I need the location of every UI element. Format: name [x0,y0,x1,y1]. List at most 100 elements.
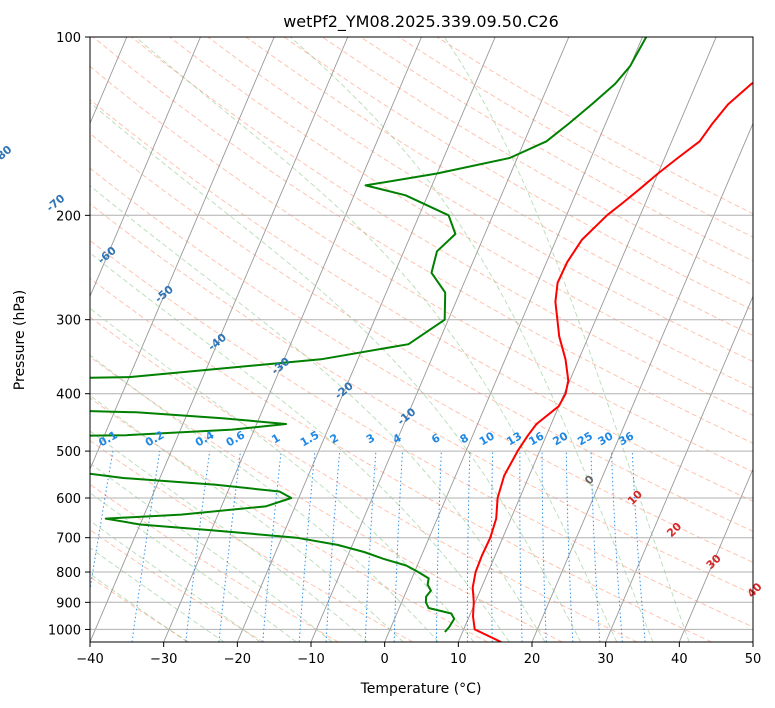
isotherm-line [531,122,753,642]
dry-adiabat-line [90,132,753,532]
isotherm-label: -50 [152,283,176,306]
isotherm-label: -10 [395,405,419,428]
x-tick-label: 20 [524,652,541,667]
moist-adiabat-line [90,520,261,642]
isotherm-line [236,37,496,642]
dry-adiabat-line [360,37,753,262]
mixing-ratio-line [262,451,282,642]
y-tick-label: 1000 [48,623,81,638]
y-tick-label: 600 [56,492,81,507]
moist-adiabat-line [90,185,546,642]
temperature-profile-line [471,81,753,642]
isotherm-line [90,37,201,298]
x-tick-label: −20 [224,652,251,667]
dewpoint-profile-line [90,37,648,633]
moist-adiabat-line [90,573,188,642]
isotherm-line [163,37,422,642]
isotherm-line [752,640,753,642]
mixing-ratio-label: 4 [390,431,403,446]
x-tick-label: −40 [76,652,103,667]
y-tick-label: 300 [56,314,81,329]
dry-adiabat-line [90,356,563,642]
mixing-ratio-line [565,451,574,642]
x-tick-label: 30 [597,652,614,667]
dry-adiabat-line [90,483,339,642]
moist-adiabat-line [444,37,690,642]
x-tick-label: 40 [671,652,688,667]
dry-adiabat-line [90,316,638,642]
y-tick-label: 700 [56,532,81,547]
x-tick-label: −10 [297,652,324,667]
moist-adiabat-line [90,252,510,642]
y-tick-label: 100 [56,31,81,46]
mixing-ratio-label: 1 [269,431,282,446]
y-tick-label: 800 [56,566,81,581]
dry-adiabat-line [90,167,753,563]
mixing-ratio-line [298,451,316,642]
moist-adiabat-line [90,101,582,642]
mixing-ratio-label: 10 [477,429,497,448]
isotherm-label: -40 [205,331,229,354]
moist-adiabat-line [90,354,439,642]
dry-adiabat-line [90,576,190,642]
dry-adiabat-line [90,397,488,642]
dry-adiabat-line [90,529,264,642]
moist-adiabat-label: 20 [664,520,684,540]
x-tick-label: −30 [150,652,177,667]
mixing-ratio-line [218,451,241,642]
moist-adiabat-line [90,307,475,642]
moist-adiabat-label: 0 [582,472,597,487]
moist-adiabat-line [90,394,404,642]
dry-adiabat-line [90,439,414,642]
series-layer [90,37,753,642]
isotherm-line [310,37,570,642]
mixing-ratio-label: 0.6 [224,428,248,449]
mixing-ratio-label: 36 [616,429,636,448]
chart-title: wetPf2_YM08.2025.339.09.50.C26 [283,12,559,32]
dry-adiabat-line [90,277,712,642]
x-tick-label: 0 [381,652,389,667]
y-tick-label: 400 [56,388,81,403]
isotherm-line [605,295,753,642]
x-tick-label: 50 [745,652,762,667]
isotherm-label: -30 [269,355,293,378]
dry-adiabat-line [245,37,753,337]
moist-adiabat-line [90,462,333,642]
background-lines [90,37,753,642]
moist-adiabat-line [289,37,654,642]
mixing-ratio-line [90,451,114,593]
mixing-ratio-line [131,451,161,642]
dry-adiabat-line [92,37,753,444]
line-labels: -100-90-80-70-60-50-40-30-20-100.10.20.4… [0,143,765,601]
isotherm-label: -20 [332,379,356,402]
y-axis-title: Pressure (hPa) [12,290,28,390]
mixing-ratio-line [466,451,471,642]
mixing-ratio-label: 3 [364,431,377,446]
mixing-ratio-label: 6 [429,431,442,446]
moist-adiabat-label: 30 [704,552,724,572]
moist-adiabat-line [135,37,618,642]
dry-adiabat-line [169,37,753,389]
y-tick-label: 200 [56,209,81,224]
isotherm-line [384,37,643,642]
axes: −40 −30 −20 −10 0 10 20 30 40 5010020030040050060… [48,31,761,667]
isotherm-line [678,467,753,642]
x-axis-title: Temperature (°C) [360,681,482,697]
mixing-ratio-label: 1.5 [298,428,321,449]
dry-adiabat-line [207,37,753,362]
isotherm-line [90,37,275,471]
mixing-ratio-line [435,451,442,642]
mixing-ratio-line [185,451,211,642]
dry-adiabat-line [90,203,753,595]
y-tick-label: 900 [56,596,81,611]
dry-adiabat-line [90,240,753,628]
mixing-ratio-label: 30 [596,429,616,448]
mixing-ratio-line [364,451,377,642]
isotherm-line [457,37,717,642]
mixing-ratio-line [491,451,494,642]
mixing-ratio-line [631,451,646,642]
isotherm-line [90,37,349,642]
dry-adiabat-line [90,99,753,502]
plot-frame [89,36,754,643]
